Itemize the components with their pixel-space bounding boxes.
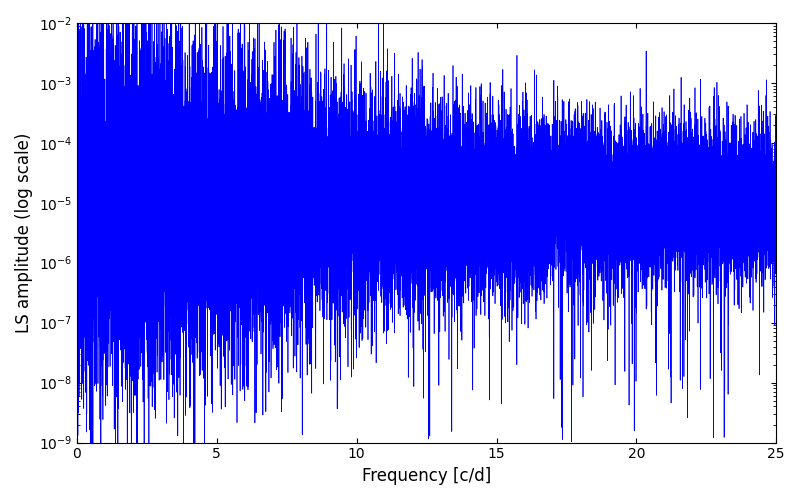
X-axis label: Frequency [c/d]: Frequency [c/d] [362, 467, 491, 485]
Y-axis label: LS amplitude (log scale): LS amplitude (log scale) [15, 132, 33, 333]
